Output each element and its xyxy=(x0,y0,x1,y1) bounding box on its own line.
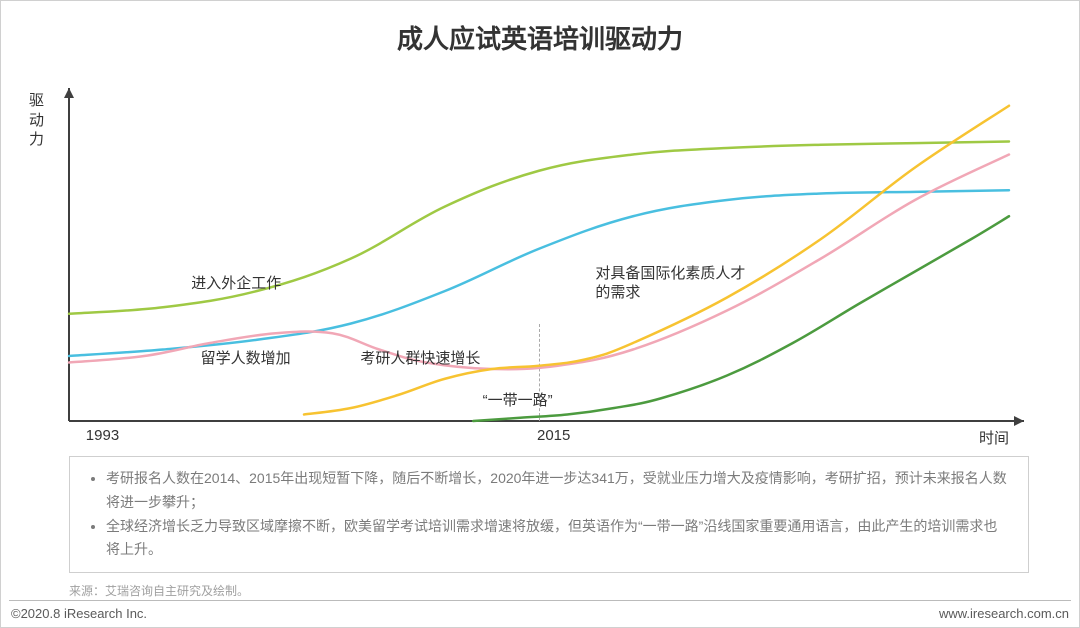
note-item: 全球经济增长乏力导致区域摩擦不断，欧美留学考试培训需求增速将放缓，但英语作为“一… xyxy=(106,515,1010,563)
chart-overlay: 19932015时间进入外企工作对具备国际化素质人才的需求留学人数增加考研人群快… xyxy=(69,81,1039,431)
series-label-foreign-company: 进入外企工作 xyxy=(191,275,281,294)
footer-divider xyxy=(9,600,1071,601)
notes-box: 考研报名人数在2014、2015年出现短暂下降，随后不断增长，2020年进一步达… xyxy=(69,456,1029,573)
series-label-kaoyan: 考研人群快速增长 xyxy=(360,350,480,369)
y-axis-label: 驱动力 xyxy=(29,91,57,150)
source-text: 来源：艾瑞咨询自主研究及绘制。 xyxy=(69,582,249,599)
series-label-study-abroad: 留学人数增加 xyxy=(201,350,291,369)
series-label-intl-talent: 对具备国际化素质人才的需求 xyxy=(595,265,745,303)
copyright-text: ©2020.8 iResearch Inc. xyxy=(11,606,147,621)
site-url: www.iresearch.com.cn xyxy=(939,606,1069,621)
chart-area: 驱动力 19932015时间进入外企工作对具备国际化素质人才的需求留学人数增加考… xyxy=(69,81,1039,431)
series-label-belt-road: “一带一路” xyxy=(483,392,553,411)
x-tick-label: 2015 xyxy=(537,427,570,444)
page: 成人应试英语培训驱动力 驱动力 1993 2015 时间 进入外企工作 对具备国际化素质… xyxy=(0,0,1080,628)
x-tick-label: 1993 xyxy=(86,427,119,444)
notes-list: 考研报名人数在2014、2015年出现短暂下降，随后不断增长，2020年进一步达… xyxy=(84,467,1010,562)
note-item: 考研报名人数在2014、2015年出现短暂下降，随后不断增长，2020年进一步达… xyxy=(106,467,1010,515)
chart-title: 成人应试英语培训驱动力 xyxy=(1,19,1079,56)
x-axis-label: 时间 xyxy=(979,427,1009,448)
